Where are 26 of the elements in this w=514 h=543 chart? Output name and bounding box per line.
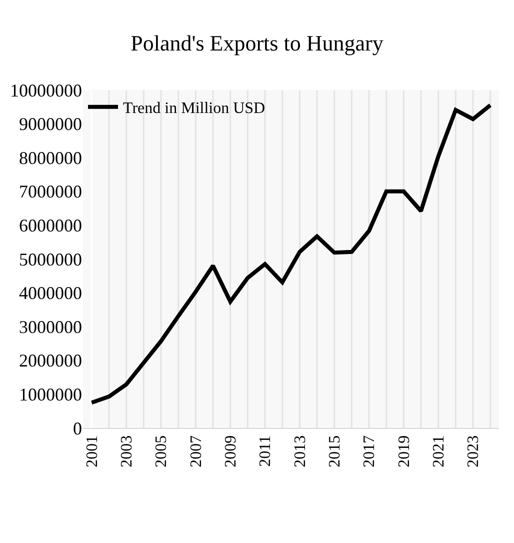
y-tick-label: 0 bbox=[73, 418, 82, 438]
x-tick-label: 2005 bbox=[153, 435, 170, 468]
y-tick-label: 9000000 bbox=[19, 114, 82, 134]
y-tick-label: 5000000 bbox=[19, 249, 82, 270]
x-tick-label: 2011 bbox=[257, 435, 274, 467]
x-tick-label: 2023 bbox=[465, 435, 482, 468]
x-tick-label: 2015 bbox=[326, 435, 344, 468]
x-tick-label: 2013 bbox=[292, 435, 309, 468]
x-tick-label: 2007 bbox=[188, 435, 205, 468]
x-tick-label: 2019 bbox=[396, 435, 413, 468]
y-tick-label: 8000000 bbox=[19, 148, 82, 168]
x-tick-label: 2021 bbox=[430, 435, 448, 468]
y-tick-label: 1000000 bbox=[19, 384, 82, 404]
x-tick-label: 2017 bbox=[361, 435, 378, 468]
line-series bbox=[90, 103, 492, 405]
x-tick-label: 2009 bbox=[222, 435, 240, 468]
chart-title: Poland's Exports to Hungary bbox=[130, 30, 384, 56]
y-tick-label: 3000000 bbox=[19, 316, 82, 337]
x-tick-label: 2003 bbox=[118, 435, 136, 468]
y-tick-label: 7000000 bbox=[19, 182, 82, 202]
y-tick-label: 6000000 bbox=[19, 216, 82, 236]
x-tick-label: 2001 bbox=[84, 435, 101, 468]
y-tick-label: 4000000 bbox=[19, 283, 82, 304]
y-tick-label: 2000000 bbox=[19, 350, 82, 371]
y-tick-label: 10000000 bbox=[10, 80, 82, 100]
legend-label: Trend in Million USD bbox=[123, 100, 266, 118]
